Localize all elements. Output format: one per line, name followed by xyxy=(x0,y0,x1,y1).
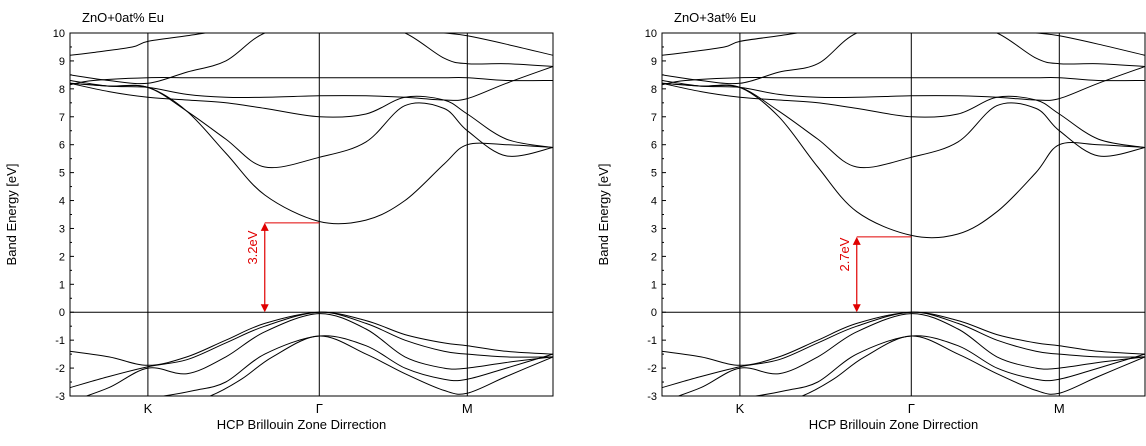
chart0-xlabel: HCP Brillouin Zone Dirrection xyxy=(217,417,387,432)
chart0-ytick-label-3: 0 xyxy=(59,307,65,319)
chart0-ytick-label-10: 7 xyxy=(59,112,65,124)
chart1-band-line-0 xyxy=(662,33,1145,85)
chart1-ytick-label-12: 9 xyxy=(651,56,657,68)
chart0-ytick-label-5: 2 xyxy=(59,251,65,263)
chart0-band-line-0 xyxy=(70,33,553,85)
chart1-ytick-label-9: 6 xyxy=(651,140,657,152)
chart0-ytick-label-8: 5 xyxy=(59,168,65,180)
chart1-ytick-label-8: 5 xyxy=(651,168,657,180)
chart1-ytick-label-1: -2 xyxy=(647,363,657,375)
chart0-band-line-1 xyxy=(70,33,553,56)
chart1-band-line-9 xyxy=(677,313,1145,396)
chart0-ytick-label-12: 9 xyxy=(59,56,65,68)
chart1-ytick-label-7: 4 xyxy=(651,196,657,208)
chart0-series-group xyxy=(70,33,553,396)
chart1-gap-arrow-head-down xyxy=(852,304,861,313)
chart0-gap-arrow-head-up xyxy=(260,222,269,231)
chart1-band-line-7 xyxy=(662,311,1145,366)
band-structure-panel-left: ZnO+0at% Eu K Γ M -3 -2 -1 0 1 2 3 4 5 6 7 8 9 10 Band Ene… xyxy=(0,0,560,446)
chart1-ytick-label-3: 0 xyxy=(651,307,657,319)
chart1-gap-arrow-head-up xyxy=(852,236,861,245)
chart0-band-line-7 xyxy=(70,311,553,366)
chart1-xtick-label-2: M xyxy=(1054,401,1065,416)
chart1-band-line-6 xyxy=(662,82,1145,239)
chart0-band-line-11 xyxy=(208,335,553,396)
chart1-ytick-label-0: -3 xyxy=(647,391,657,403)
chart0-gap-arrow-head-down xyxy=(260,304,269,313)
chart1-band-line-1 xyxy=(662,33,1145,56)
chart1-gap-label: 2.7eV xyxy=(837,237,852,271)
chart0-ytick-label-4: 1 xyxy=(59,279,65,291)
band-structure-panel-right: ZnO+3at% Eu K Γ M -3 -2 -1 0 1 2 3 4 5 6 7 8 9 10 Band Ene… xyxy=(592,0,1146,446)
chart1-ytick-label-13: 10 xyxy=(645,28,657,40)
chart0-gap-label: 3.2eV xyxy=(245,230,260,264)
chart0-band-line-2 xyxy=(70,76,553,86)
chart1-series-group xyxy=(662,33,1145,396)
chart1-ytick-label-11: 8 xyxy=(651,84,657,96)
band-structure-chart-left: ZnO+0at% Eu K Γ M -3 -2 -1 0 1 2 3 4 5 6 7 8 9 10 Band Ene… xyxy=(4,10,554,432)
chart1-xlabel: HCP Brillouin Zone Dirrection xyxy=(809,417,979,432)
chart0-ytick-label-2: -1 xyxy=(55,335,65,347)
chart0-ytick-label-7: 4 xyxy=(59,196,65,208)
chart0-ytick-label-0: -3 xyxy=(55,391,65,403)
chart0-ytick-label-13: 10 xyxy=(53,28,65,40)
chart1-ytick-label-5: 2 xyxy=(651,251,657,263)
chart1-xtick-label-0: K xyxy=(736,401,745,416)
chart0-ytick-label-11: 8 xyxy=(59,84,65,96)
chart0-title: ZnO+0at% Eu xyxy=(82,10,164,25)
chart1-ylabel: Band Energy [eV] xyxy=(596,164,611,266)
chart0-band-line-4 xyxy=(70,82,553,148)
chart0-band-line-6 xyxy=(70,82,553,225)
chart1-ytick-label-2: -1 xyxy=(647,335,657,347)
chart0-ytick-label-6: 3 xyxy=(59,223,65,235)
chart1-ytick-label-10: 7 xyxy=(651,112,657,124)
chart0-band-line-8 xyxy=(70,311,553,389)
chart1-xtick-label-1: Γ xyxy=(908,401,915,416)
chart0-band-line-9 xyxy=(85,313,553,396)
chart0-xtick-label-0: K xyxy=(144,401,153,416)
chart1-band-line-10 xyxy=(751,335,1145,396)
chart1-band-line-4 xyxy=(662,82,1145,148)
chart1-band-line-11 xyxy=(800,335,1145,396)
chart0-ytick-label-9: 6 xyxy=(59,140,65,152)
chart0-ytick-label-1: -2 xyxy=(55,363,65,375)
chart0-xtick-label-1: Γ xyxy=(316,401,323,416)
band-structure-chart-right: ZnO+3at% Eu K Γ M -3 -2 -1 0 1 2 3 4 5 6 7 8 9 10 Band Ene… xyxy=(596,10,1146,432)
chart1-ytick-label-6: 3 xyxy=(651,223,657,235)
chart1-band-line-8 xyxy=(662,311,1145,389)
chart0-ylabel: Band Energy [eV] xyxy=(4,164,19,266)
chart1-title: ZnO+3at% Eu xyxy=(674,10,756,25)
chart0-band-line-10 xyxy=(159,335,553,396)
chart0-xtick-label-2: M xyxy=(462,401,473,416)
chart1-ytick-label-4: 1 xyxy=(651,279,657,291)
chart1-band-line-2 xyxy=(662,76,1145,86)
